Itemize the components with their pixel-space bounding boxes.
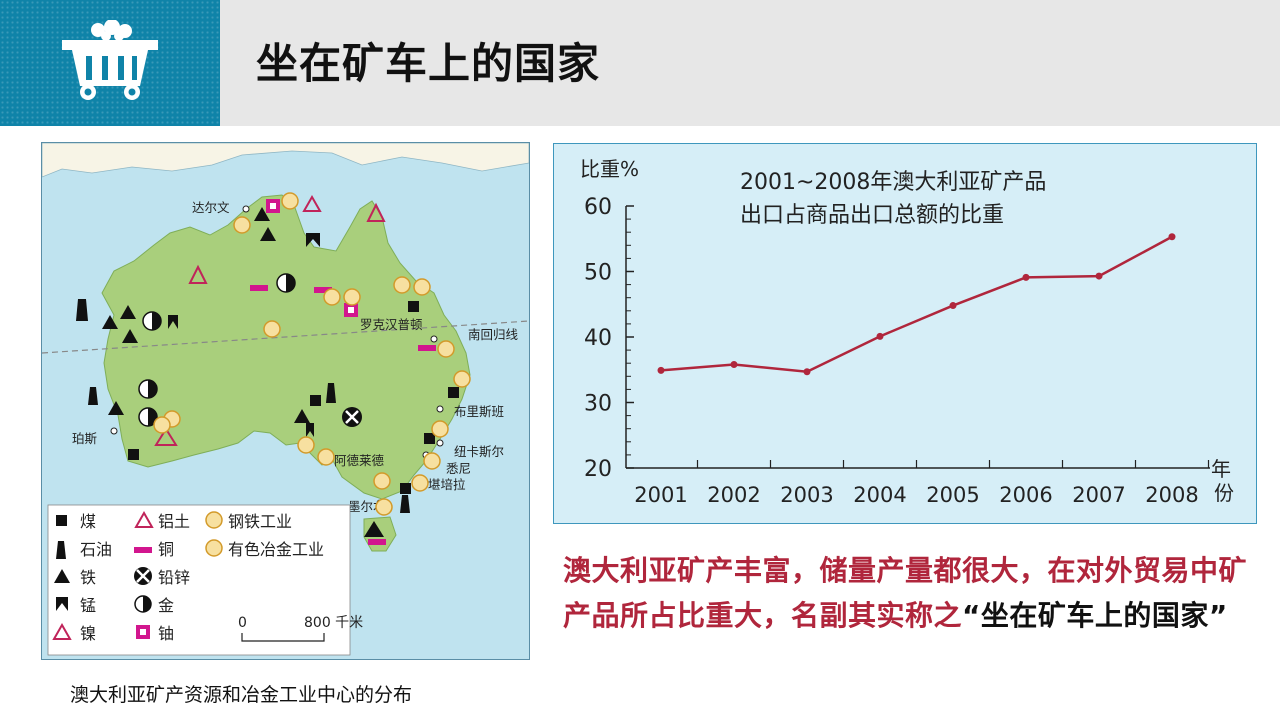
legend-steel-label: 钢铁工业: [228, 512, 292, 531]
scale-bar: 0 800 千米: [238, 615, 363, 642]
y-tick-label: 50: [584, 261, 612, 286]
x-tick-label: 2005: [926, 483, 979, 507]
legend-lead-zinc-label: 铅锌: [158, 568, 190, 587]
y-tick-label: 20: [584, 457, 612, 482]
chart-xlabel-1: 年: [1211, 457, 1231, 481]
tropic-label: 南回归线: [468, 327, 519, 342]
data-point: [1168, 233, 1176, 241]
x-tick-label: 2004: [853, 483, 906, 507]
legend-bauxite-label: 铝土: [158, 512, 190, 531]
conclusion-body: 澳大利亚矿产丰富，储量产量都很大，在对外贸易中矿产品所占比重大，名副其实称之: [563, 554, 1248, 632]
city-rockhampton: 罗克汉普顿: [360, 317, 423, 332]
scale-zero: 0: [238, 615, 247, 631]
x-tick-label: 2008: [1145, 483, 1198, 507]
city-brisbane: 布里斯班: [454, 404, 504, 419]
city-newcastle: 纽卡斯尔: [454, 444, 504, 459]
chart-title-line1: 2001~2008年澳大利亚矿产品: [740, 170, 1046, 195]
x-tick-label: 2006: [999, 483, 1052, 507]
australia-resource-map: 达尔文 罗克汉普顿 南回归线 布里斯班 珀斯 纽卡斯尔 悉尼 堪培拉 阿德莱德 …: [41, 142, 530, 660]
legend-manganese-label: 锰: [80, 596, 96, 615]
y-tick-label: 60: [584, 195, 612, 220]
legend-copper-label: 铜: [158, 540, 174, 559]
city-adelaide: 阿德莱德: [334, 453, 385, 468]
data-point: [949, 302, 957, 310]
x-tick-label: 2001: [634, 483, 687, 507]
data-point: [1095, 272, 1103, 280]
legend-gold-label: 金: [158, 596, 174, 615]
nearby-land: [42, 143, 529, 178]
x-tick-label: 2002: [707, 483, 760, 507]
map-caption: 澳大利亚矿产资源和冶金工业中心的分布: [70, 684, 413, 706]
y-tick-label: 30: [584, 392, 612, 417]
chart-xlabel-2: 份: [1214, 481, 1234, 505]
conclusion-quote: “坐在矿车上的国家”: [962, 599, 1228, 632]
data-point: [803, 368, 811, 376]
mineral-export-chart: 比重% 2001~2008年澳大利亚矿产品 出口占商品出口总额的比重 年 份 6…: [553, 143, 1257, 524]
legend-nonferrous-label: 有色冶金工业: [228, 540, 324, 559]
chart-title-line2: 出口占商品出口总额的比重: [740, 203, 1004, 228]
data-point: [1022, 273, 1030, 281]
mine-cart-icon: [62, 20, 158, 100]
city-perth: 珀斯: [72, 431, 97, 446]
legend-coal-label: 煤: [80, 512, 96, 531]
page-title: 坐在矿车上的国家: [256, 39, 601, 88]
data-point: [876, 332, 884, 340]
city-darwin: 达尔文: [192, 200, 230, 215]
series-line: [660, 235, 1173, 373]
scale-value: 800 千米: [304, 615, 363, 631]
legend-nickel-label: 镍: [80, 624, 96, 643]
legend-iron-label: 铁: [80, 568, 96, 587]
header-bar: [220, 0, 1280, 126]
conclusion-text: 澳大利亚矿产丰富，储量产量都很大，在对外贸易中矿产品所占比重大，名副其实称之“坐…: [563, 548, 1253, 638]
city-canberra: 堪培拉: [428, 477, 466, 492]
data-point: [730, 361, 738, 369]
legend-uranium-label: 铀: [158, 624, 174, 643]
y-tick-label: 40: [584, 326, 612, 351]
x-tick-label: 2007: [1072, 483, 1125, 507]
australia-mainland: [101, 194, 471, 500]
legend-oil-label: 石油: [80, 540, 112, 559]
tropic-line: [42, 320, 529, 354]
x-tick-label: 2003: [780, 483, 833, 507]
data-point: [657, 366, 665, 374]
chart-ylabel: 比重%: [580, 157, 639, 181]
city-sydney: 悉尼: [446, 461, 471, 476]
